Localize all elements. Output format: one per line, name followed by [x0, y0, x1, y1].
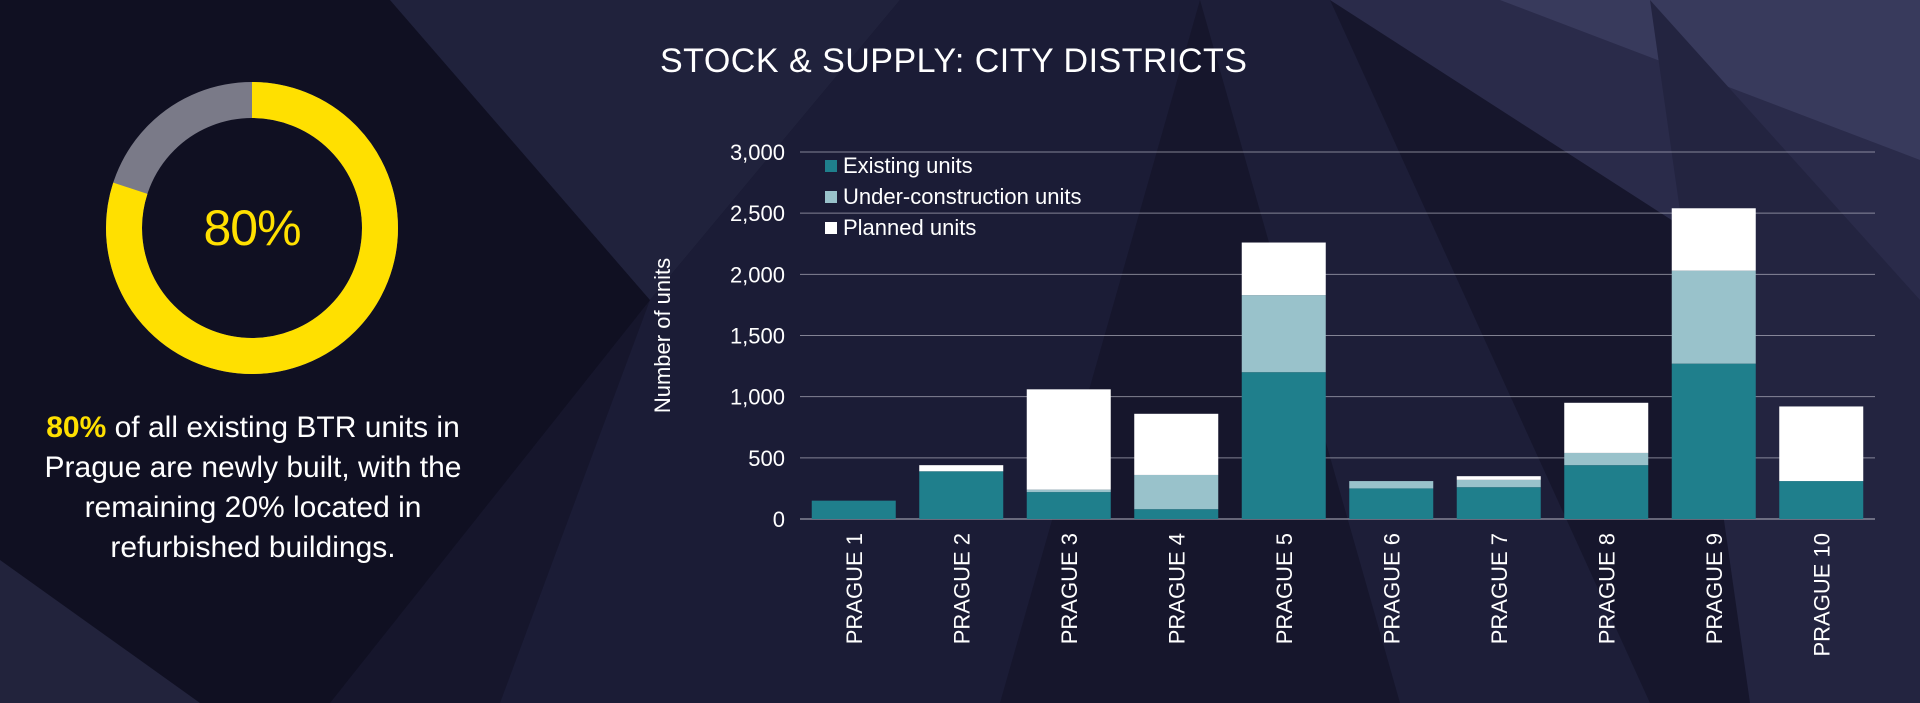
y-axis-label: Number of units: [650, 258, 675, 413]
chart-title: STOCK & SUPPLY: CITY DISTRICTS: [660, 42, 1248, 80]
bar-existing-units: [1779, 481, 1864, 519]
bar-planned-units: [1241, 242, 1326, 296]
bar-planned-units: [1134, 413, 1219, 475]
y-tick-label: 0: [773, 507, 785, 532]
bar-existing-units: [1456, 487, 1541, 519]
bar-existing-units: [1241, 372, 1326, 519]
bar-under-construction-units: [1564, 452, 1649, 466]
bar-planned-units: [1026, 389, 1111, 490]
donut-percentage: 80%: [203, 200, 301, 256]
legend-swatch: [825, 222, 837, 234]
bar-existing-units: [1026, 492, 1111, 519]
bar-under-construction-units: [1671, 270, 1756, 364]
legend-label: Under-construction units: [843, 184, 1081, 209]
bar-under-construction-units: [1456, 479, 1541, 488]
statement-text: 80% of all existing BTR units in Prague …: [28, 408, 478, 568]
x-tick-label: PRAGUE 2: [949, 533, 974, 644]
y-tick-label: 1,000: [730, 385, 785, 410]
x-tick-label: PRAGUE 9: [1702, 533, 1727, 644]
bar-existing-units: [1134, 509, 1219, 519]
x-tick-label: PRAGUE 3: [1057, 533, 1082, 644]
stacked-bar-chart: 0 500 1,000 1,500 2,000 2,500 3,000 Number of u…: [650, 140, 1875, 657]
legend-label: Existing units: [843, 153, 973, 178]
statement-highlight: 80%: [46, 411, 107, 444]
x-tick-label: PRAGUE 6: [1379, 533, 1404, 644]
legend-swatch: [825, 191, 837, 203]
x-tick-label: PRAGUE 10: [1809, 533, 1834, 657]
x-tick-label: PRAGUE 8: [1594, 533, 1619, 644]
donut-chart: [106, 82, 398, 374]
x-tick-label: PRAGUE 4: [1164, 533, 1189, 644]
bar-existing-units: [919, 471, 1004, 519]
y-tick-label: 2,500: [730, 201, 785, 226]
bar-under-construction-units: [1134, 474, 1219, 510]
donut-fill: [106, 82, 398, 374]
bar-existing-units: [811, 500, 896, 519]
legend-swatch: [825, 160, 837, 172]
y-tick-label: 3,000: [730, 140, 785, 165]
statement-body: of all existing BTR units in Prague are …: [44, 411, 462, 564]
bar-under-construction-units: [1349, 481, 1434, 489]
bar-under-construction-units: [1026, 489, 1111, 493]
y-tick-label: 500: [748, 446, 785, 471]
bar-planned-units: [1564, 402, 1649, 453]
legend-label: Planned units: [843, 215, 976, 240]
x-tick-label: PRAGUE 1: [842, 533, 867, 644]
x-tick-label: PRAGUE 5: [1272, 533, 1297, 644]
y-tick-label: 2,000: [730, 262, 785, 287]
bar-under-construction-units: [1241, 295, 1326, 373]
x-tick-label: PRAGUE 7: [1487, 533, 1512, 644]
y-tick-label: 1,500: [730, 324, 785, 349]
bar-planned-units: [919, 465, 1004, 472]
bar-planned-units: [1671, 208, 1756, 271]
bar-existing-units: [1564, 465, 1649, 519]
bar-existing-units: [1349, 488, 1434, 519]
bar-planned-units: [1779, 406, 1864, 482]
bar-existing-units: [1671, 363, 1756, 519]
bar-planned-units: [1456, 476, 1541, 480]
